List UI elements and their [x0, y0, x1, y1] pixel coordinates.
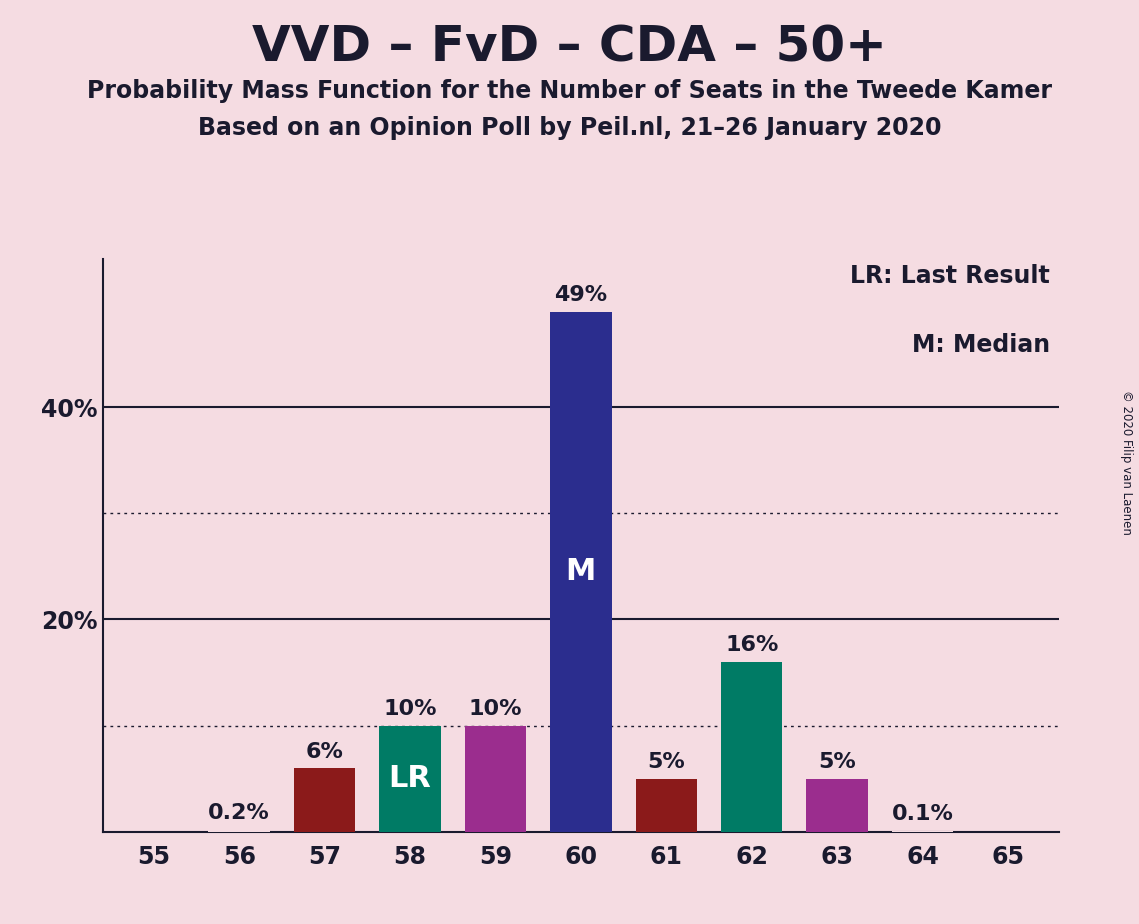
Text: 5%: 5% [647, 752, 686, 772]
Text: Probability Mass Function for the Number of Seats in the Tweede Kamer: Probability Mass Function for the Number… [87, 79, 1052, 103]
Bar [465, 725, 526, 832]
Bar [550, 311, 612, 832]
Text: 0.1%: 0.1% [892, 804, 953, 824]
Text: 16%: 16% [726, 636, 778, 655]
Text: VVD – FvD – CDA – 50+: VVD – FvD – CDA – 50+ [252, 23, 887, 71]
Bar [892, 831, 953, 832]
Text: 6%: 6% [305, 742, 344, 761]
Text: 10%: 10% [469, 699, 522, 719]
Bar [721, 662, 782, 832]
Text: © 2020 Filip van Laenen: © 2020 Filip van Laenen [1121, 390, 1133, 534]
Text: 10%: 10% [384, 699, 436, 719]
Text: M: Median: M: Median [911, 334, 1050, 358]
Text: LR: Last Result: LR: Last Result [850, 264, 1050, 288]
Bar [294, 768, 355, 832]
Text: 5%: 5% [818, 752, 857, 772]
Bar [208, 830, 270, 832]
Text: Based on an Opinion Poll by Peil.nl, 21–26 January 2020: Based on an Opinion Poll by Peil.nl, 21–… [198, 116, 941, 140]
Text: 0.2%: 0.2% [208, 803, 270, 823]
Bar [379, 725, 441, 832]
Bar [636, 779, 697, 832]
Text: 49%: 49% [555, 286, 607, 306]
Text: M: M [566, 557, 596, 586]
Text: LR: LR [388, 764, 432, 793]
Bar [806, 779, 868, 832]
